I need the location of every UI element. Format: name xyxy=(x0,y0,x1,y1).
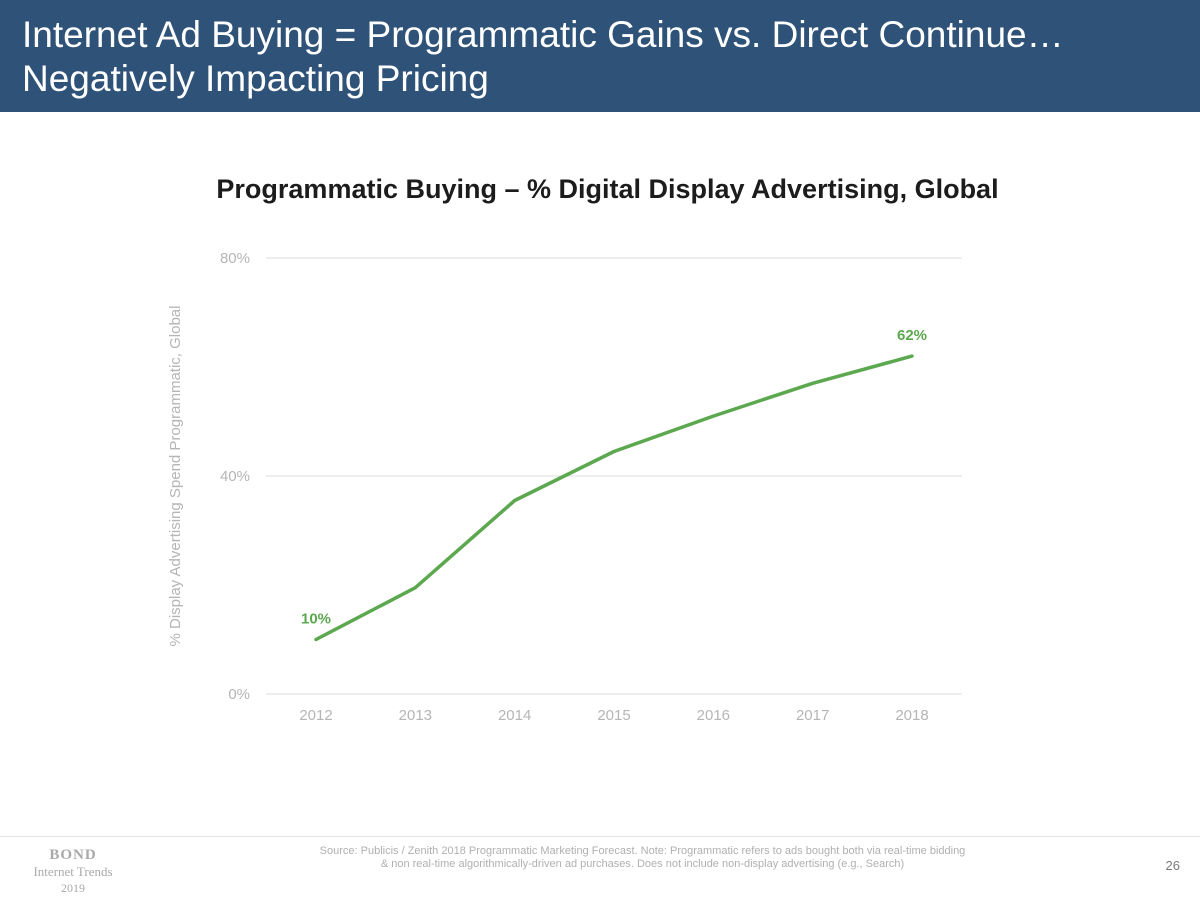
x-tick-label: 2013 xyxy=(399,707,432,724)
series-line xyxy=(314,354,914,642)
data-point xyxy=(513,499,517,503)
slide-header: Internet Ad Buying = Programmatic Gains … xyxy=(0,0,1200,112)
data-label: 10% xyxy=(301,611,331,628)
footer-divider xyxy=(0,836,1200,837)
data-point xyxy=(711,414,715,418)
data-point xyxy=(612,449,616,453)
y-tick-label: 0% xyxy=(228,686,250,703)
logo-name: BOND xyxy=(49,847,97,863)
bond-logo: BOND Internet Trends 2019 xyxy=(18,846,128,896)
logo-subtitle: Internet Trends xyxy=(33,864,113,879)
x-tick-label: 2018 xyxy=(895,707,928,724)
data-point xyxy=(811,381,815,385)
x-tick-label: 2015 xyxy=(597,707,630,724)
slide-title: Internet Ad Buying = Programmatic Gains … xyxy=(22,14,1064,99)
x-tick-label: 2017 xyxy=(796,707,829,724)
y-axis-label: % Display Advertising Spend Programmatic… xyxy=(167,306,184,647)
data-point xyxy=(910,354,914,358)
data-point xyxy=(314,638,318,641)
page-number: 26 xyxy=(1165,858,1180,873)
x-tick-label: 2016 xyxy=(697,707,730,724)
logo-year: 2019 xyxy=(61,881,85,895)
source-note: Source: Publicis / Zenith 2018 Programma… xyxy=(270,845,1015,871)
data-point xyxy=(413,586,417,590)
y-tick-label: 80% xyxy=(220,250,250,267)
data-label: 62% xyxy=(897,327,927,344)
source-line-2: & non real-time algorithmically-driven a… xyxy=(380,858,905,870)
source-line-1: Source: Publicis / Zenith 2018 Programma… xyxy=(319,845,966,857)
x-tick-label: 2012 xyxy=(299,707,332,724)
y-tick-label: 40% xyxy=(220,468,250,485)
x-tick-label: 2014 xyxy=(498,707,531,724)
chart-title: Programmatic Buying – % Digital Display … xyxy=(216,174,999,204)
